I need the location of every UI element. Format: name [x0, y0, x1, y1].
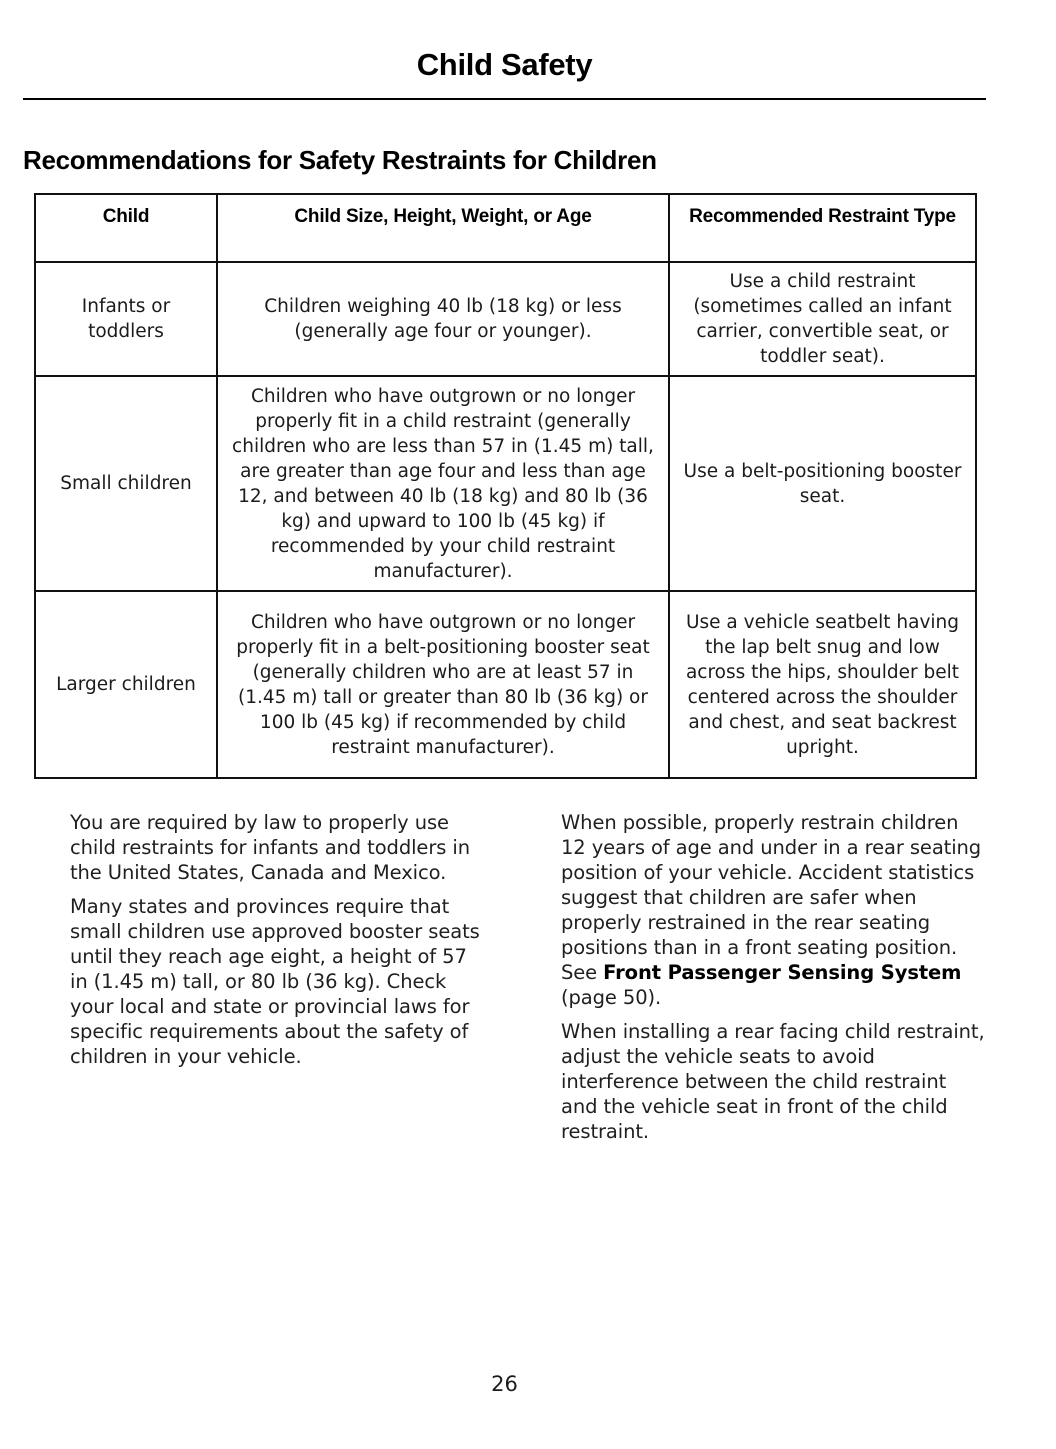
list-item: When installing a rear facing child rest…: [524, 1019, 986, 1144]
cell-size-criteria: Children weighing 40 lb (18 kg) or less …: [216, 261, 670, 377]
bullet-icon: [33, 810, 70, 885]
section-heading: Recommendations for Safety Restraints fo…: [23, 145, 657, 175]
page-number: 26: [491, 1372, 518, 1396]
list-item: Many states and provinces require that s…: [33, 894, 488, 1069]
note-text-lead: When possible, properly restrain childre…: [561, 811, 988, 984]
cell-child-group: Small children: [34, 375, 218, 592]
note-text: You are required by law to properly use …: [70, 811, 477, 884]
notes-column-left: You are required by law to properly use …: [33, 810, 488, 1153]
table-row-infants: Infants or toddlers Children weighing 40…: [34, 261, 977, 377]
restraints-table: Child Child Size, Height, Weight, or Age…: [34, 193, 977, 779]
note-text: Many states and provinces require that s…: [70, 895, 486, 1068]
cell-child-group: Infants or toddlers: [34, 261, 218, 377]
cell-restraint-type: Use a vehicle seatbelt having the lap be…: [668, 590, 977, 779]
title-divider: [23, 98, 986, 100]
notes-section: You are required by law to properly use …: [33, 810, 986, 1153]
note-text-tail: (page 50).: [561, 961, 968, 1009]
list-item: You are required by law to properly use …: [33, 810, 488, 885]
col-header-restraint-type: Recommended Restraint Type: [668, 193, 977, 263]
note-text: When possible, properly restrain childre…: [561, 810, 986, 1010]
bullet-icon: [524, 810, 561, 1010]
cell-size-criteria: Children who have outgrown or no longer …: [216, 375, 670, 592]
table-row-small-children: Small children Children who have outgrow…: [34, 375, 977, 592]
bullet-icon: [524, 1019, 561, 1144]
col-header-child: Child: [34, 193, 218, 263]
list-item: When possible, properly restrain childre…: [524, 810, 986, 1010]
manual-page: Child Safety Recommendations for Safety …: [23, 0, 986, 1449]
note-text: When installing a rear facing child rest…: [561, 1020, 991, 1143]
page-title: Child Safety: [416, 47, 593, 82]
cell-size-criteria: Children who have outgrown or no longer …: [216, 590, 670, 779]
cross-reference: Front Passenger Sensing System: [603, 961, 962, 984]
col-header-size: Child Size, Height, Weight, or Age: [216, 193, 670, 263]
cell-child-group: Larger children: [34, 590, 218, 779]
cell-restraint-type: Use a child restraint (sometimes called …: [668, 261, 977, 377]
table-header-row: Child Child Size, Height, Weight, or Age…: [34, 193, 977, 263]
table-row-larger-children: Larger children Children who have outgro…: [34, 590, 977, 779]
cell-restraint-type: Use a belt-positioning booster seat.: [668, 375, 977, 592]
notes-column-right: When possible, properly restrain childre…: [524, 810, 986, 1153]
bullet-icon: [33, 894, 70, 1069]
